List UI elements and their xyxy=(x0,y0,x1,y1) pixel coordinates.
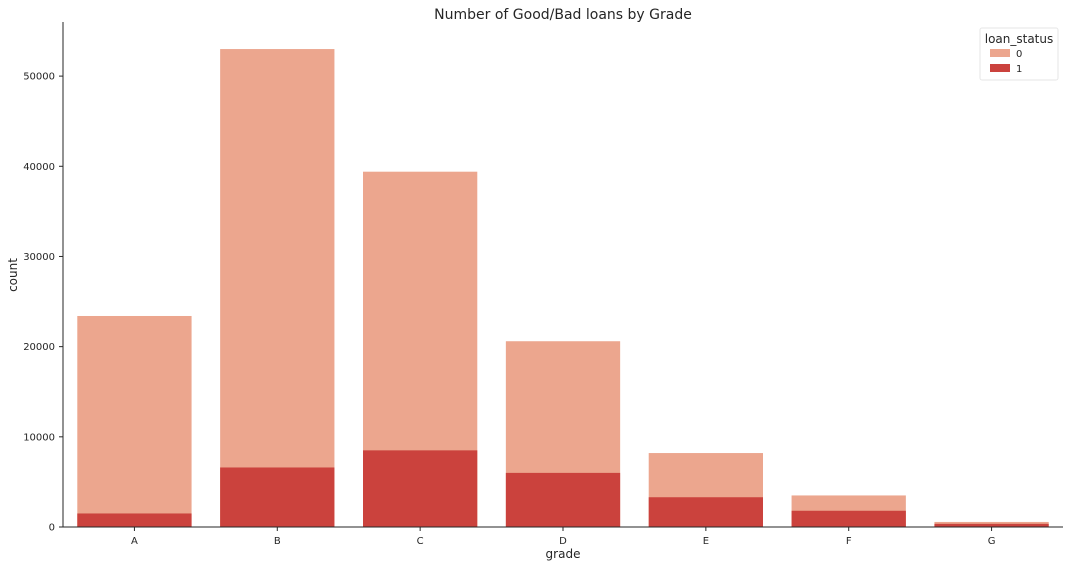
bar-G-status-1 xyxy=(934,523,1049,527)
legend-swatch-1 xyxy=(990,64,1010,72)
bar-B-status-1 xyxy=(220,467,335,527)
y-tick-label: 50000 xyxy=(23,72,55,83)
legend-items: 01 xyxy=(990,49,1022,75)
y-tick-label: 0 xyxy=(49,523,55,534)
x-axis-label: grade xyxy=(546,547,581,561)
y-tick-label: 20000 xyxy=(23,342,55,353)
legend-label-1: 1 xyxy=(1016,64,1022,75)
bar-E-status-1 xyxy=(648,497,763,527)
x-tick-label: B xyxy=(274,536,281,547)
bar-F-status-1 xyxy=(791,510,906,527)
y-ticks-group: 0 10000 20000 30000 40000 50000 xyxy=(23,72,63,534)
y-tick-label: 30000 xyxy=(23,252,55,263)
x-ticks-group: A B C D E F G xyxy=(131,527,995,547)
x-tick-label: F xyxy=(846,536,852,547)
x-tick-label: G xyxy=(988,536,996,547)
bar-D-status-1 xyxy=(505,472,621,527)
x-tick-label: A xyxy=(131,536,138,547)
y-axis-label: count xyxy=(6,258,20,292)
legend-title: loan_status xyxy=(985,32,1054,46)
bars-group xyxy=(77,49,1049,528)
legend-swatch-0 xyxy=(990,49,1010,57)
chart-title: Number of Good/Bad loans by Grade xyxy=(434,7,692,23)
y-tick-label: 40000 xyxy=(23,162,55,173)
x-tick-label: D xyxy=(559,536,567,547)
legend-label-0: 0 xyxy=(1016,49,1022,60)
legend: loan_status 01 xyxy=(979,27,1059,81)
y-tick-label: 10000 xyxy=(23,432,55,443)
bar-A-status-1 xyxy=(77,513,192,527)
bar-A-status-0 xyxy=(77,315,192,527)
x-tick-label: E xyxy=(703,536,709,547)
x-tick-label: C xyxy=(417,536,424,547)
bar-B-status-0 xyxy=(220,49,335,528)
bar-C-status-1 xyxy=(363,450,478,527)
